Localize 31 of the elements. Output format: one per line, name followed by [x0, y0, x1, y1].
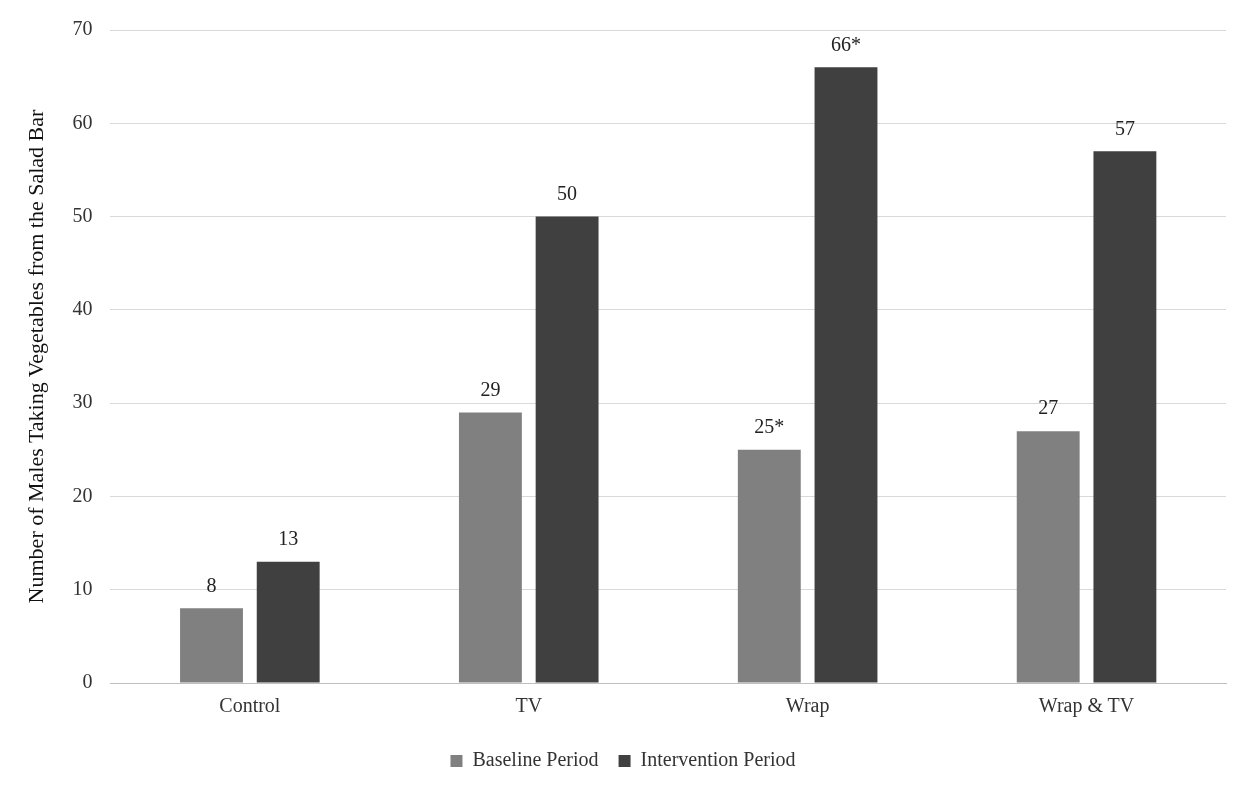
x-tick-label: Wrap & TV: [1038, 694, 1135, 718]
bar: [814, 67, 878, 683]
bar: [535, 216, 599, 683]
data-label: 8: [206, 573, 217, 596]
y-tick-label: 10: [72, 576, 93, 599]
data-label: 13: [278, 526, 299, 549]
data-label: 50: [557, 181, 578, 204]
data-label: 29: [480, 377, 501, 400]
y-tick-label: 0: [82, 670, 93, 693]
y-tick-label: 40: [72, 297, 93, 320]
y-tick-label: 20: [72, 483, 93, 506]
y-tick-label: 70: [72, 17, 93, 40]
bar: [1093, 151, 1157, 683]
data-label: 57: [1114, 116, 1135, 139]
y-tick-label: 60: [72, 110, 93, 133]
y-tick-label: 50: [72, 203, 93, 226]
legend-label: Baseline Period: [472, 748, 599, 771]
legend-label: Intervention Period: [640, 748, 796, 771]
data-label: 66*: [831, 32, 861, 55]
data-label: 27: [1038, 396, 1059, 419]
bar: [1016, 431, 1080, 683]
y-axis-title: Number of Males Taking Vegetables from the Salad Bar: [22, 108, 48, 604]
bar: [458, 412, 522, 683]
bar: [256, 561, 320, 683]
x-tick-label: TV: [515, 694, 543, 717]
x-tick-label: Wrap: [785, 694, 830, 718]
bar: [737, 449, 801, 683]
y-tick-label: 30: [72, 390, 93, 413]
bar: [180, 608, 243, 683]
data-label: 25*: [754, 415, 785, 438]
x-tick-label: Control: [219, 694, 281, 717]
